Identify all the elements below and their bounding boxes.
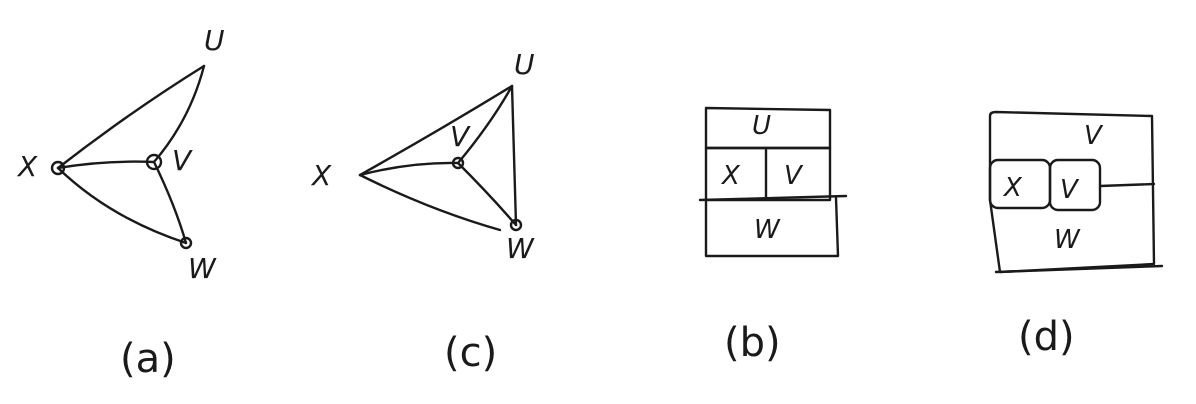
region-label-x: X: [720, 161, 741, 191]
caption-d: (d): [1018, 314, 1075, 360]
vertex-v: [451, 156, 465, 170]
edge-u-v: [152, 64, 206, 164]
panel-b: U X V W (b): [698, 106, 848, 366]
bottom-line: [994, 264, 1164, 274]
vertex-label-v: V: [450, 120, 471, 153]
edge-x-v: [56, 160, 156, 170]
region-label-v: V: [784, 161, 804, 191]
panel-c: U V W X (c): [310, 48, 535, 376]
vertex-label-x: X: [16, 150, 38, 183]
edge-x-u: [358, 84, 514, 177]
vertex-w: [509, 218, 523, 232]
region-label-x: X: [1002, 173, 1023, 203]
region-label-w: W: [754, 215, 781, 245]
edge-x-w: [56, 166, 188, 245]
region-label-v: V: [1060, 175, 1080, 205]
edge-u-v: [456, 84, 514, 165]
edge-x-v: [358, 161, 460, 177]
region-label-u: U: [752, 111, 771, 141]
vertex-label-w: W: [506, 232, 535, 265]
vertex-v: [145, 153, 163, 171]
vertex-label-w: W: [188, 252, 217, 285]
vertex-label-v: V: [172, 144, 193, 177]
vertex-x: [50, 160, 66, 176]
vertex-w: [179, 236, 193, 250]
edge-v-w: [152, 160, 188, 245]
vertex-label-x: X: [310, 159, 332, 192]
region-label-u: V: [1084, 121, 1104, 151]
caption-c: (c): [444, 330, 497, 376]
vertex-label-u: U: [514, 48, 535, 81]
region-label-w: W: [1054, 225, 1081, 255]
edge-u-w: [510, 84, 518, 227]
edge-x-w: [358, 173, 502, 232]
divider-right: [1098, 182, 1156, 188]
caption-a: (a): [120, 336, 176, 382]
caption-b: (b): [724, 320, 781, 366]
region-w-outline: [704, 196, 840, 258]
divider-middle: [698, 194, 848, 202]
panel-a: U V W X (a): [16, 24, 225, 382]
edge-x-u: [56, 64, 206, 170]
panel-d: V X V W (d): [988, 110, 1164, 360]
edge-v-w: [456, 161, 518, 227]
vertex-label-u: U: [204, 24, 225, 57]
region-xv-outline: [704, 146, 832, 202]
